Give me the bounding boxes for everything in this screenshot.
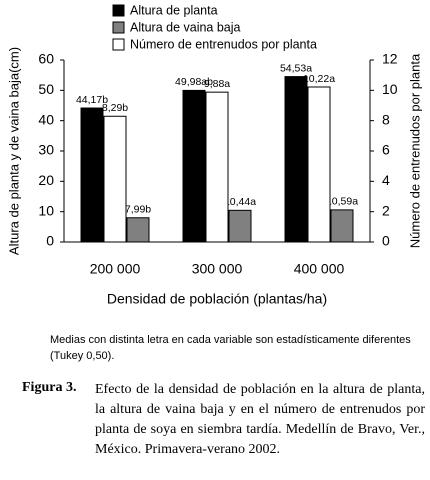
bar bbox=[126, 217, 150, 243]
bar bbox=[182, 89, 206, 243]
legend-label: Número de entrenudos por planta bbox=[130, 37, 317, 51]
legend-swatch bbox=[112, 4, 125, 17]
value-label: 8,29b bbox=[102, 102, 128, 114]
chart: Altura de planta y de vaina baja(cm) Núm… bbox=[6, 3, 422, 307]
x-tick-label: 200 000 bbox=[90, 261, 141, 277]
x-tick-label: 400 000 bbox=[294, 261, 345, 277]
value-label: 10,44a bbox=[224, 196, 256, 208]
bar bbox=[80, 107, 104, 243]
y-tick-label: 0 bbox=[46, 233, 54, 249]
y-tick-label: 30 bbox=[38, 142, 54, 158]
y-tick-label: 40 bbox=[38, 111, 54, 127]
value-label: 9,88a bbox=[204, 78, 230, 90]
value-label: 49,98ab bbox=[175, 76, 213, 88]
value-label: 44,17b bbox=[76, 94, 108, 106]
y2-tick-label: 2 bbox=[382, 202, 390, 218]
bar bbox=[228, 209, 252, 243]
bar bbox=[103, 115, 127, 243]
y2-tick-label: 6 bbox=[382, 142, 390, 158]
value-label: 10,59a bbox=[326, 196, 358, 208]
bar bbox=[205, 91, 229, 243]
value-label: 54,53a bbox=[280, 62, 312, 74]
value-label: 7,99b bbox=[125, 204, 151, 216]
legend-swatch bbox=[112, 38, 125, 51]
y2-tick-label: 8 bbox=[382, 111, 390, 127]
note: Medias con distinta letra en cada variab… bbox=[50, 334, 411, 362]
bar bbox=[307, 86, 331, 243]
y2-tick-label: 12 bbox=[382, 51, 398, 67]
legend-swatch bbox=[112, 21, 125, 34]
y2-tick-label: 0 bbox=[382, 233, 390, 249]
legend-label: Altura de vaina baja bbox=[130, 20, 241, 34]
value-label: 10,22a bbox=[303, 73, 335, 85]
y-tick-label: 20 bbox=[38, 172, 54, 188]
y2-axis-label: Número de entrenudos por planta bbox=[407, 53, 422, 248]
y2-tick-label: 10 bbox=[382, 81, 398, 97]
caption-text: Efecto de la densidad de población en la… bbox=[95, 382, 425, 457]
x-tick-label: 300 000 bbox=[192, 261, 243, 277]
y-tick-label: 10 bbox=[38, 202, 54, 218]
bar bbox=[284, 76, 308, 243]
y-tick-label: 50 bbox=[38, 81, 54, 97]
y-tick-label: 60 bbox=[38, 51, 54, 67]
y-axis-label: Altura de planta y de vaina baja(cm) bbox=[6, 47, 21, 255]
x-axis-label: Densidad de población (plantas/ha) bbox=[107, 291, 327, 307]
caption-label: Figura 3. bbox=[22, 380, 77, 395]
bar bbox=[330, 209, 354, 243]
y2-tick-label: 4 bbox=[382, 172, 390, 188]
legend-label: Altura de planta bbox=[130, 3, 218, 17]
